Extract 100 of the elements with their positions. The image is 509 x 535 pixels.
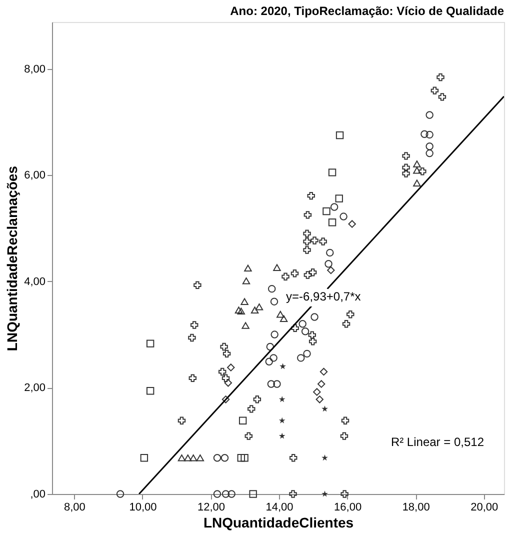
point: [273, 380, 281, 388]
point: [178, 454, 186, 462]
point: [328, 218, 336, 226]
x-tick-label: 14,00: [266, 502, 294, 514]
point: [426, 130, 434, 139]
point: [244, 264, 252, 272]
point: [228, 490, 236, 498]
point: [188, 334, 196, 342]
y-axis-title: LNQuantidadeReclamações: [4, 166, 20, 352]
point: [402, 170, 410, 178]
point: [290, 270, 299, 278]
point: [327, 266, 335, 274]
point: [308, 268, 317, 276]
point: [418, 168, 426, 176]
y-tick-label: ,00: [30, 488, 46, 500]
point: [304, 271, 312, 279]
point: [270, 354, 278, 362]
point: [222, 490, 230, 498]
point: [188, 374, 197, 382]
point: [237, 308, 245, 315]
point: [413, 180, 421, 186]
point: [278, 432, 286, 439]
point: [278, 396, 286, 402]
point: [340, 432, 348, 440]
point: [270, 330, 278, 338]
point: [218, 368, 226, 376]
point: [413, 160, 421, 168]
point: [190, 321, 198, 329]
point: [213, 490, 222, 498]
chart-title: Ano: 2020, TipoReclamação: Vício de Qualidade: [230, 4, 504, 18]
point: [280, 363, 286, 370]
point: [291, 324, 299, 332]
point: [330, 203, 338, 211]
point: [303, 238, 311, 246]
point: [249, 490, 257, 498]
point: [184, 454, 192, 462]
point: [289, 490, 297, 498]
point: [335, 194, 343, 202]
point: [324, 260, 332, 268]
point: [438, 93, 446, 101]
point: [222, 350, 231, 358]
point: [270, 298, 278, 306]
point: [224, 379, 232, 387]
point: [220, 342, 228, 351]
point: [250, 306, 259, 314]
point: [194, 281, 202, 289]
point: [189, 454, 198, 462]
point: [303, 230, 311, 238]
point: [242, 322, 250, 329]
point: [238, 416, 247, 425]
point: [244, 432, 252, 440]
point: [310, 236, 318, 244]
x-tick-label: 10,00: [129, 502, 157, 514]
point: [313, 388, 321, 396]
x-tick-label: 20,00: [470, 502, 498, 514]
point: [322, 454, 328, 461]
point: [265, 358, 273, 366]
point: [436, 73, 444, 82]
point: [282, 272, 290, 280]
point: [248, 405, 256, 413]
point: [322, 490, 328, 497]
y-tick-label: 2,00: [24, 382, 46, 394]
point: [426, 111, 434, 119]
point: [340, 490, 348, 498]
point: [213, 454, 222, 462]
point: [276, 310, 284, 318]
point: [222, 374, 230, 382]
point: [237, 454, 245, 462]
point: [348, 220, 356, 228]
point: [341, 416, 350, 425]
point: [240, 298, 248, 305]
point: [234, 306, 243, 314]
point: [303, 246, 311, 254]
x-axis-title: LNQuantidadeClientes: [203, 514, 354, 530]
point: [116, 490, 124, 498]
point: [310, 313, 318, 321]
point: [178, 416, 186, 425]
point: [319, 238, 327, 246]
point: [426, 149, 434, 158]
point: [420, 130, 428, 138]
point: [413, 166, 421, 174]
point: [255, 303, 264, 310]
point: [402, 152, 410, 160]
point: [253, 396, 262, 404]
point: [267, 380, 276, 388]
x-tick-label: 12,00: [197, 502, 226, 514]
point: [301, 328, 310, 336]
x-tick-label: 18,00: [402, 502, 430, 514]
point: [320, 368, 328, 376]
point: [273, 264, 281, 271]
point: [222, 396, 230, 404]
point: [304, 211, 312, 219]
point: [280, 315, 288, 322]
point: [146, 340, 154, 348]
point: [298, 320, 306, 328]
point: [318, 380, 326, 388]
point: [322, 207, 330, 216]
point: [322, 406, 328, 412]
point: [227, 364, 235, 372]
point: [242, 277, 250, 284]
